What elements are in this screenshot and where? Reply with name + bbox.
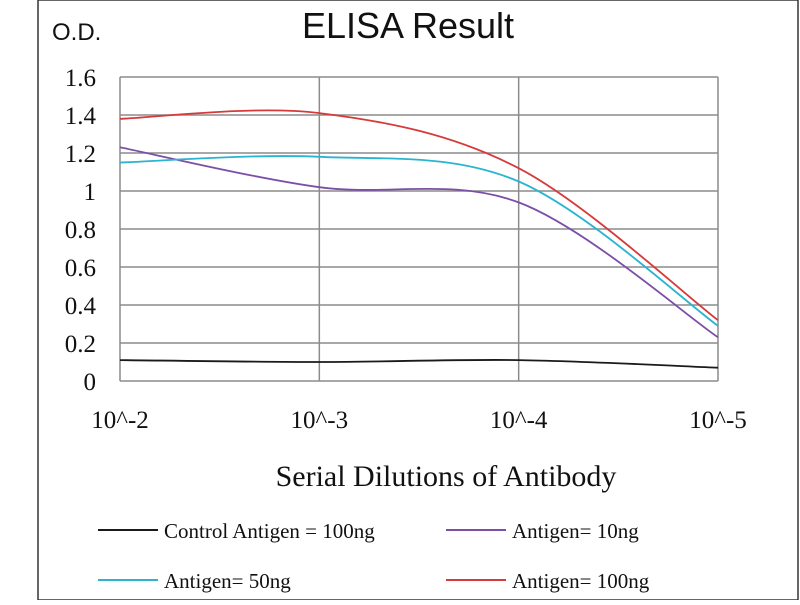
x-axis-label: Serial Dilutions of Antibody: [276, 460, 617, 493]
legend-label: Antigen= 10ng: [512, 519, 639, 543]
y-tick-label: 0: [84, 369, 97, 396]
legend-label: Antigen= 100ng: [512, 569, 650, 593]
x-tick-labels: 10^-2 10^-3 10^-4 10^-5: [91, 407, 747, 434]
legend-label: Control Antigen = 100ng: [164, 519, 375, 543]
series-line: [119, 109, 719, 321]
y-tick-label: 1: [84, 179, 97, 206]
series-line: [119, 146, 719, 339]
grid: [119, 76, 719, 382]
y-tick-label: 1.6: [65, 65, 96, 92]
legend-label: Antigen= 50ng: [164, 569, 291, 593]
y-tick-label: 0.4: [65, 293, 97, 320]
y-axis-label: O.D.: [52, 19, 101, 46]
y-tick-label: 0.2: [65, 331, 96, 358]
x-tick-label: 10^-5: [689, 407, 747, 434]
series-lines: [119, 109, 719, 369]
y-tick-label: 1.4: [65, 103, 97, 130]
y-tick-label: 0.8: [65, 217, 96, 244]
y-tick-labels: 1.6 1.4 1.2 1 0.8 0.6 0.4 0.2 0: [65, 65, 97, 396]
y-tick-label: 0.6: [65, 255, 96, 282]
x-tick-label: 10^-4: [490, 407, 548, 434]
series-line: [119, 155, 719, 327]
series-line: [119, 359, 719, 369]
chart-border: [37, 0, 799, 601]
x-tick-label: 10^-3: [291, 407, 349, 434]
x-tick-label: 10^-2: [91, 407, 149, 434]
legend: Control Antigen = 100ng Antigen= 10ng Anti…: [98, 519, 650, 593]
chart-title: ELISA Result: [302, 5, 514, 46]
y-tick-label: 1.2: [65, 141, 96, 168]
